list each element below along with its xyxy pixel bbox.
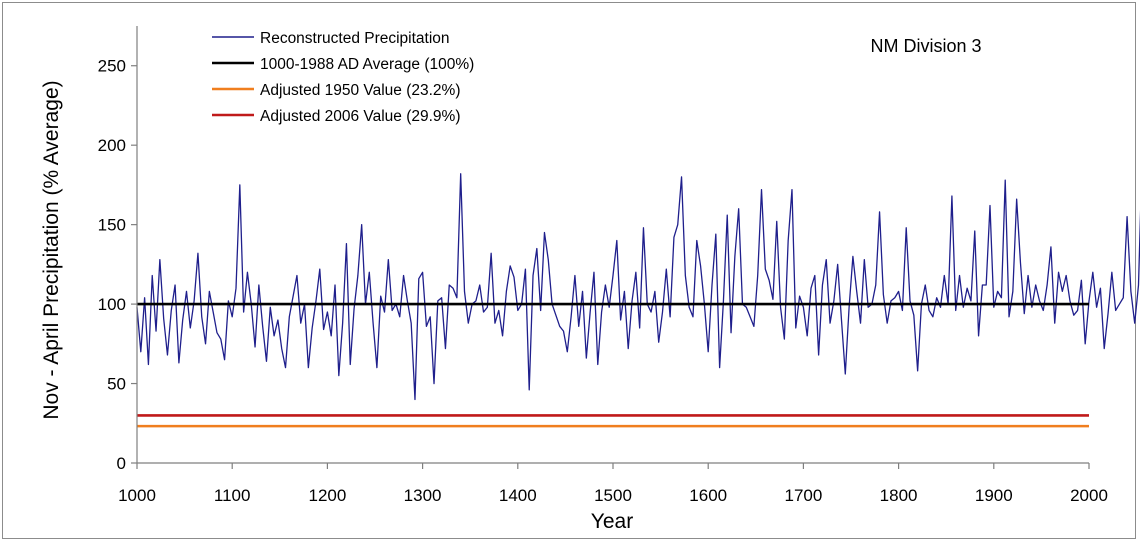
y-tick-label: 200 [98,136,126,155]
y-tick-label: 100 [98,295,126,314]
x-axis-title: Year [591,510,633,533]
x-tick-label: 1500 [594,486,632,505]
x-tick-label: 1300 [404,486,442,505]
legend-label: Adjusted 2006 Value (29.9%) [260,108,461,125]
legend-label: Reconstructed Precipitation [260,30,450,47]
legend-label: Adjusted 1950 Value (23.2%) [260,82,461,99]
y-tick-label: 50 [107,375,126,394]
division-annotation: NM Division 3 [870,36,981,56]
y-axis-ticks: 0 50 100 150 200 250 [98,57,137,473]
x-axis-ticks: 1000 1100 1200 1300 1400 1500 1600 1700 1800 1900… [118,463,1108,505]
series-line-reconstructed [136,173,1140,401]
x-tick-label: 1000 [118,486,156,505]
y-tick-label: 250 [98,57,126,76]
legend: Reconstructed Precipitation 1000-1988 AD … [212,30,474,125]
y-axis-title: Nov - April Precipitation (% Average) [40,80,63,419]
x-tick-label: 1700 [784,486,822,505]
x-tick-label: 1400 [499,486,537,505]
x-tick-label: 2000 [1070,486,1108,505]
x-tick-label: 1100 [214,486,251,505]
x-tick-label: 1900 [975,486,1013,505]
x-tick-label: 1200 [308,486,346,505]
plot-area [136,173,1140,428]
x-tick-label: 1600 [689,486,727,505]
legend-label: 1000-1988 AD Average (100%) [260,56,474,73]
y-tick-label: 150 [98,216,126,235]
x-tick-label: 1800 [880,486,918,505]
y-tick-label: 0 [117,454,126,473]
